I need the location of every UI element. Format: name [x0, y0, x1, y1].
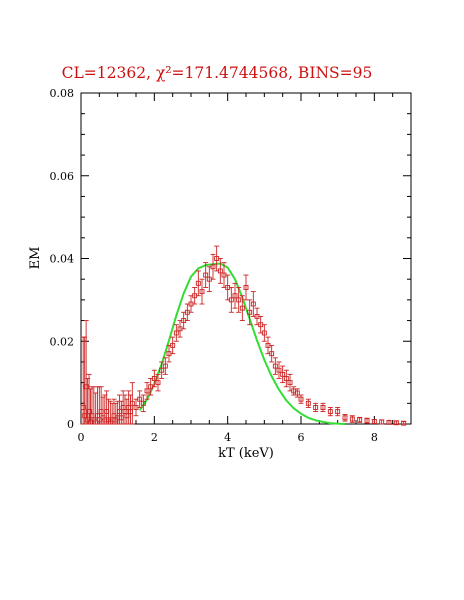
x-tick-label: 2 [151, 431, 158, 444]
data-point [228, 287, 234, 313]
x-tick-label: 8 [371, 431, 378, 444]
data-point [349, 415, 355, 423]
data-point [159, 361, 165, 379]
data-point [166, 344, 172, 363]
data-point [357, 416, 363, 423]
data-point [239, 295, 245, 322]
x-axis-label: kT (keV) [218, 446, 274, 461]
data-point [313, 402, 319, 413]
data-point [276, 361, 282, 379]
data-point [386, 419, 392, 425]
data-point [305, 398, 311, 408]
x-tick-label: 6 [298, 431, 305, 444]
data-point [261, 324, 267, 342]
data-point [294, 388, 300, 398]
axis-tick-labels: 0 2 4 6 8 0 0.02 0.04 0.06 0.08 [50, 87, 378, 444]
x-tick-label: 4 [224, 431, 231, 444]
data-point [393, 420, 399, 426]
data-point [335, 407, 341, 417]
data-point [327, 407, 333, 417]
y-tick-label: 0 [67, 418, 74, 431]
data-point [371, 418, 377, 425]
data-point [283, 369, 289, 388]
data-point [401, 420, 407, 426]
data-point [140, 394, 146, 413]
data-point [320, 402, 326, 413]
data-point [162, 357, 168, 375]
y-tick-label: 0.02 [50, 335, 75, 348]
data-point [379, 419, 385, 425]
data-point [129, 382, 135, 425]
data-point [203, 262, 209, 288]
y-axis-label: EM [28, 247, 43, 270]
data-point [195, 270, 201, 297]
data-point [236, 287, 242, 313]
data-point [173, 324, 179, 342]
data-point [151, 369, 157, 388]
data-point [280, 365, 286, 384]
data-point [192, 287, 198, 305]
y-tick-label: 0.08 [50, 87, 75, 100]
data-point [217, 258, 223, 284]
data-point [210, 253, 216, 280]
data-point [199, 278, 205, 305]
y-tick-label: 0.06 [50, 170, 75, 183]
data-point [298, 394, 304, 404]
data-point [144, 382, 150, 400]
data-point [232, 282, 238, 309]
plot-frame [80, 92, 412, 425]
axis-ticks [80, 92, 412, 425]
data-point [269, 344, 275, 363]
data-point [155, 373, 161, 392]
x-tick-label: 0 [78, 431, 85, 444]
data-point [272, 357, 278, 375]
data-point [243, 274, 249, 301]
chart-title: CL=12362, χ²=171.4744568, BINS=95 [62, 64, 373, 82]
data-point [364, 417, 370, 424]
data-point [342, 414, 348, 422]
data-points-layer [80, 245, 407, 426]
data-point [137, 390, 143, 408]
data-point [170, 336, 176, 355]
data-point [247, 299, 253, 326]
y-tick-label: 0.04 [50, 253, 75, 266]
